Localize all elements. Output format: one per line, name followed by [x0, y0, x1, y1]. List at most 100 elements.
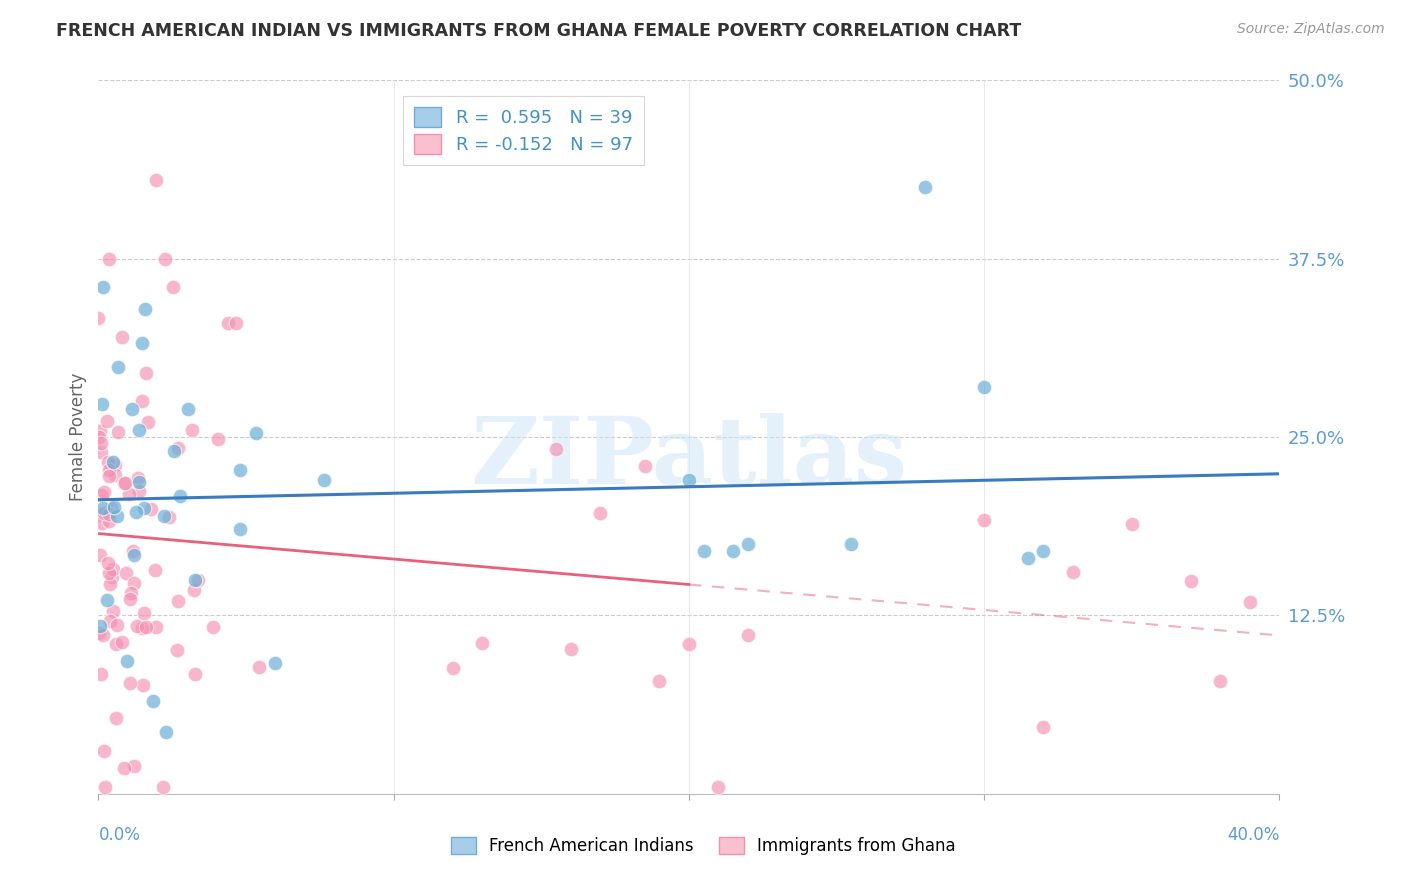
- Point: [124, 505, 146, 519]
- Point: [707, 780, 730, 794]
- Point: [135, 366, 157, 380]
- Point: [162, 280, 184, 294]
- Point: [91, 628, 114, 642]
- Point: [98, 566, 121, 580]
- Point: [89, 548, 111, 562]
- Point: [546, 442, 568, 457]
- Point: [97, 556, 120, 570]
- Point: [93, 744, 115, 758]
- Point: [132, 678, 155, 692]
- Point: [167, 442, 190, 456]
- Point: [1062, 565, 1084, 579]
- Point: [1032, 544, 1054, 558]
- Point: [103, 500, 125, 514]
- Point: [245, 426, 267, 441]
- Point: [91, 397, 114, 411]
- Point: [114, 566, 136, 581]
- Point: [98, 615, 121, 629]
- Point: [157, 510, 180, 524]
- Point: [122, 544, 145, 558]
- Point: [91, 280, 114, 294]
- Point: [217, 316, 239, 330]
- Point: [101, 455, 124, 469]
- Point: [107, 359, 129, 374]
- Point: [120, 675, 142, 690]
- Point: [97, 507, 120, 521]
- Point: [121, 401, 143, 416]
- Point: [229, 522, 252, 536]
- Point: [560, 642, 582, 657]
- Point: [152, 780, 174, 794]
- Point: [96, 593, 118, 607]
- Point: [97, 455, 120, 469]
- Point: [723, 544, 745, 558]
- Point: [249, 660, 271, 674]
- Point: [166, 643, 188, 657]
- Point: [112, 476, 135, 491]
- Point: [131, 394, 153, 409]
- Point: [105, 508, 128, 523]
- Point: [90, 508, 112, 522]
- Point: [135, 620, 157, 634]
- Point: [132, 606, 155, 620]
- Point: [1032, 720, 1054, 734]
- Text: ZIPatlas: ZIPatlas: [471, 414, 907, 503]
- Point: [312, 473, 335, 487]
- Point: [136, 415, 159, 429]
- Point: [124, 759, 146, 773]
- Point: [87, 626, 110, 640]
- Point: [145, 173, 167, 187]
- Point: [737, 628, 759, 642]
- Legend: R =  0.595   N = 39, R = -0.152   N = 97: R = 0.595 N = 39, R = -0.152 N = 97: [404, 96, 644, 165]
- Point: [1121, 517, 1143, 532]
- Point: [589, 506, 612, 520]
- Point: [163, 444, 186, 458]
- Point: [139, 502, 162, 516]
- Point: [115, 654, 138, 668]
- Point: [471, 636, 494, 650]
- Point: [91, 516, 114, 531]
- Point: [104, 711, 127, 725]
- Point: [634, 458, 657, 473]
- Point: [93, 485, 115, 500]
- Point: [1018, 551, 1040, 566]
- Point: [145, 620, 167, 634]
- Point: [207, 433, 229, 447]
- Point: [107, 425, 129, 440]
- Point: [648, 674, 671, 689]
- Point: [89, 619, 111, 633]
- Point: [110, 330, 132, 344]
- Point: [1209, 673, 1232, 688]
- Point: [98, 577, 121, 591]
- Point: [97, 252, 120, 266]
- Point: [122, 576, 145, 591]
- Point: [104, 467, 127, 482]
- Point: [152, 508, 174, 523]
- Y-axis label: Female Poverty: Female Poverty: [69, 373, 87, 501]
- Point: [183, 573, 205, 587]
- Text: 40.0%: 40.0%: [1227, 826, 1279, 844]
- Text: Source: ZipAtlas.com: Source: ZipAtlas.com: [1237, 22, 1385, 37]
- Point: [111, 635, 134, 649]
- Point: [87, 430, 110, 444]
- Point: [98, 514, 121, 528]
- Point: [177, 401, 200, 416]
- Point: [90, 488, 112, 502]
- Point: [97, 469, 120, 483]
- Point: [93, 780, 115, 794]
- Point: [973, 380, 995, 394]
- Point: [90, 445, 112, 459]
- Point: [153, 252, 176, 266]
- Point: [183, 667, 205, 681]
- Point: [89, 424, 111, 438]
- Point: [134, 301, 156, 316]
- Point: [132, 501, 155, 516]
- Point: [118, 591, 141, 606]
- Point: [128, 475, 150, 489]
- Point: [112, 761, 135, 775]
- Point: [105, 637, 128, 651]
- Point: [103, 562, 125, 576]
- Point: [103, 604, 125, 618]
- Text: FRENCH AMERICAN INDIAN VS IMMIGRANTS FROM GHANA FEMALE POVERTY CORRELATION CHART: FRENCH AMERICAN INDIAN VS IMMIGRANTS FRO…: [56, 22, 1022, 40]
- Point: [118, 487, 141, 501]
